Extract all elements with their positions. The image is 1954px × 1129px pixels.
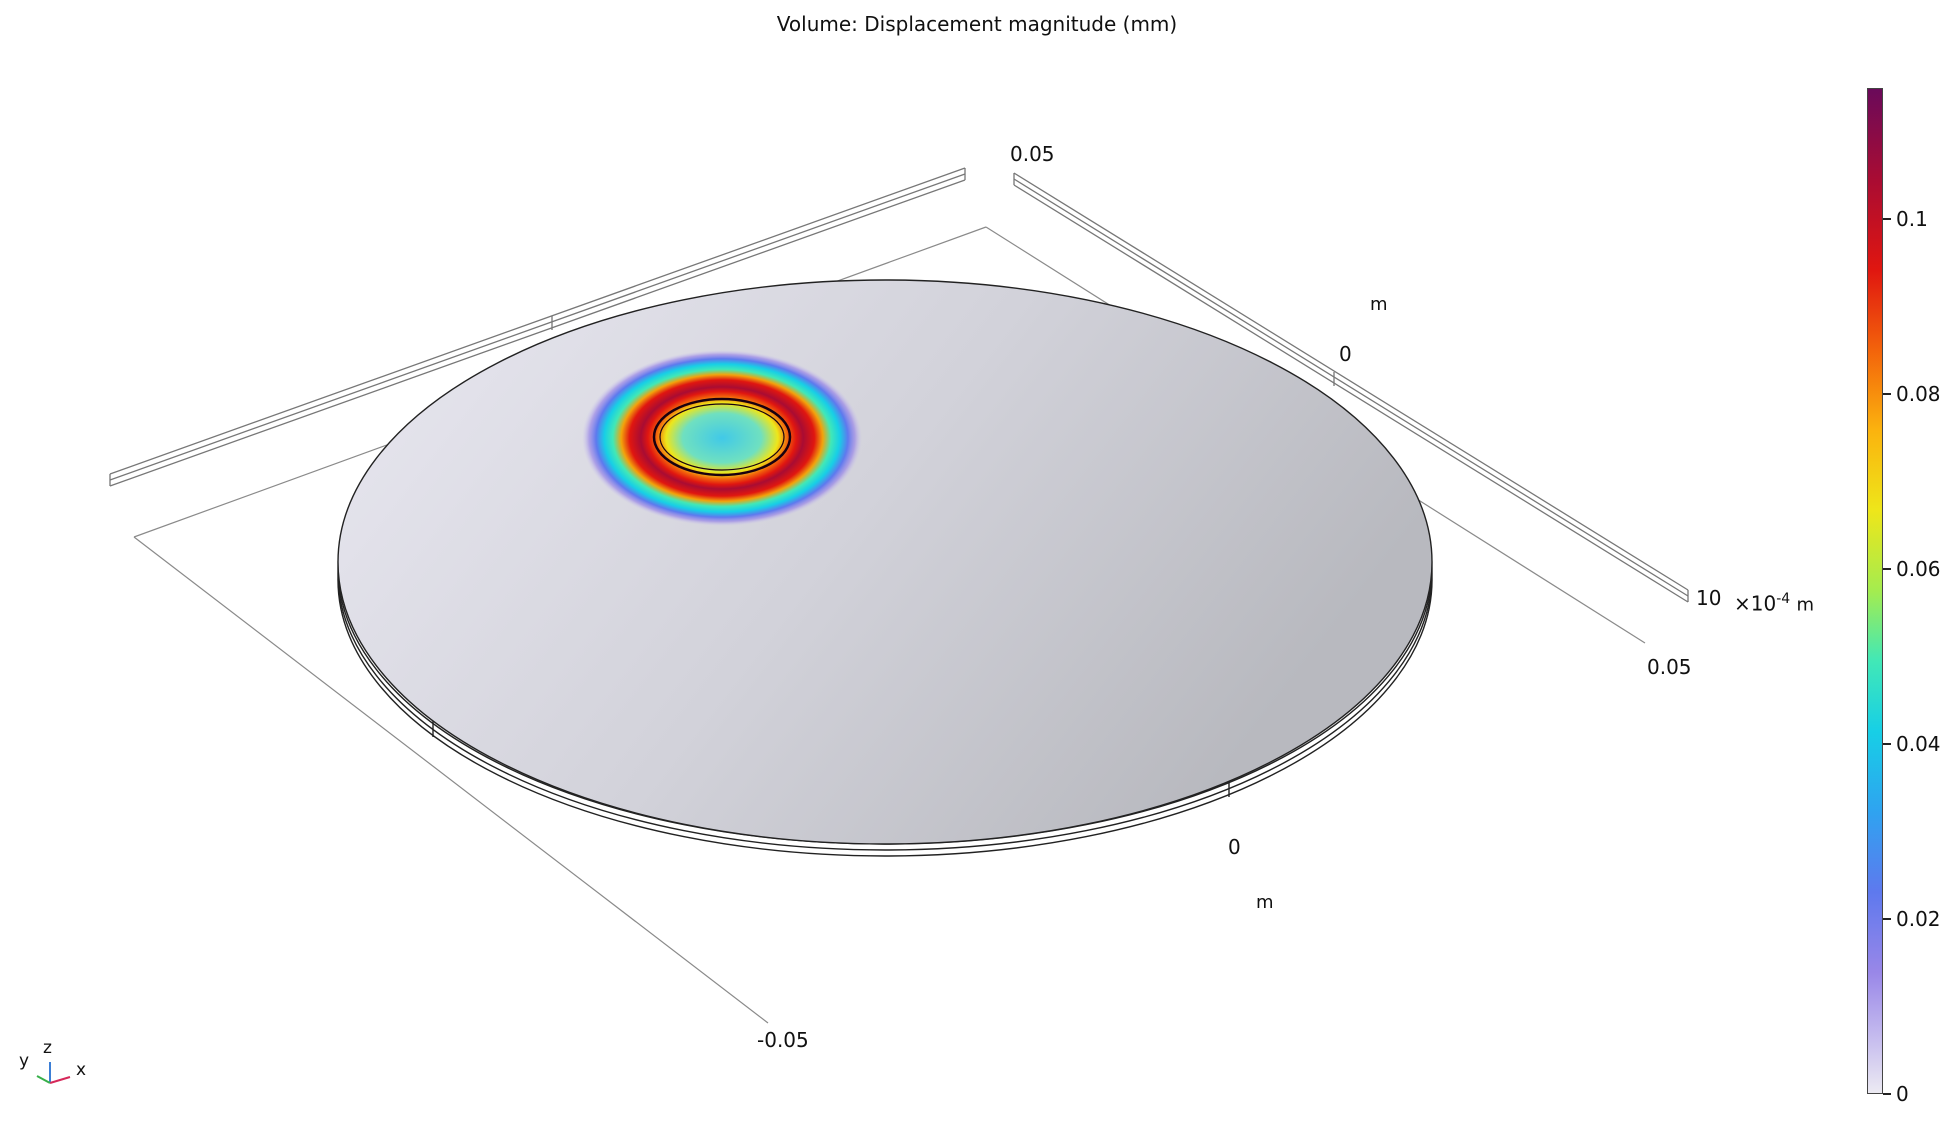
colorbar-tick [1883, 743, 1891, 746]
colorbar-tick [1883, 393, 1891, 396]
colorbar-tick-label: 0.06 [1896, 557, 1941, 582]
triad-z-label: z [43, 1038, 52, 1058]
triad-y-label: y [19, 1051, 30, 1071]
z-axis-unit: m [1796, 594, 1815, 616]
triad-x-label: x [76, 1060, 87, 1080]
z-axis-exponent: ×10-4 m [1734, 592, 1814, 615]
x-tick-label: 0 [1228, 835, 1241, 859]
plot-title: Volume: Displacement magnitude (mm) [776, 12, 1178, 36]
colorbar [1867, 88, 1883, 1094]
coordinate-triad [36, 1062, 71, 1084]
z-exponent-base: ×10 [1734, 591, 1777, 616]
x-tick-label: 0.05 [1010, 142, 1055, 166]
colorbar-tick-label: 0.02 [1896, 907, 1941, 932]
y-tick-label: 0.05 [1647, 655, 1692, 679]
colorbar-tick-label: 0.04 [1896, 732, 1941, 757]
colorbar-tick-label: 0 [1896, 1082, 1909, 1106]
x-axis-unit: m [1256, 892, 1274, 913]
displacement-hotspot [582, 350, 862, 526]
y-axis-unit: m [1370, 294, 1388, 315]
axis-slab-back [109, 167, 966, 487]
z-tick-label: 10 [1696, 586, 1722, 610]
colorbar-tick [1883, 218, 1891, 221]
y-tick-label: 0 [1339, 342, 1352, 366]
colorbar-tick-label: 0.1 [1896, 207, 1928, 232]
colorbar-tick [1883, 568, 1891, 571]
plate-top-surface [337, 279, 1433, 845]
colorbar-tick-label: 0.08 [1896, 382, 1941, 407]
colorbar-tick [1883, 1093, 1891, 1095]
x-tick-label: -0.05 [757, 1028, 809, 1052]
z-exponent-power: -4 [1776, 591, 1791, 607]
axis-slab-right [1013, 172, 1689, 603]
colorbar-tick [1883, 918, 1891, 921]
